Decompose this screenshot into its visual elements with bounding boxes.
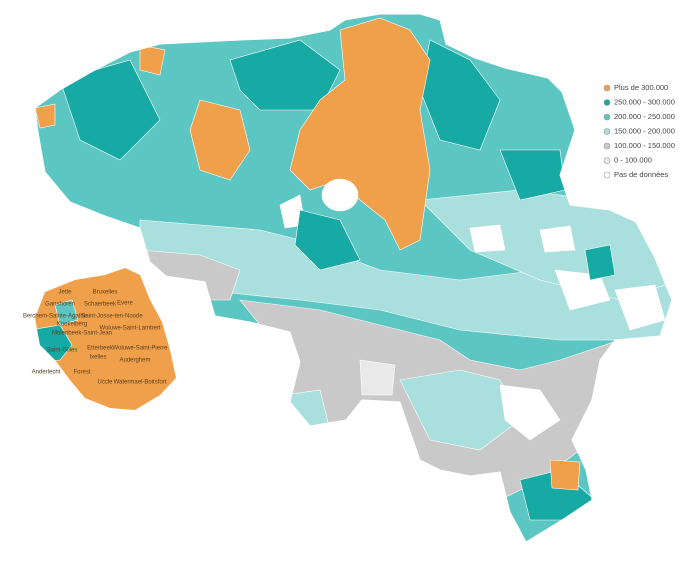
legend-label: 250.000 - 300.000 (614, 97, 675, 106)
legend-swatch (603, 113, 611, 121)
legend-label: Pas de données (614, 170, 668, 179)
region (54, 299, 79, 326)
legend: Plus de 300.000 250.000 - 300.000 200.000 … (603, 83, 675, 179)
commune-label: Evere (117, 301, 133, 307)
region (139, 44, 166, 76)
region (584, 244, 616, 281)
brussels-hole (321, 178, 359, 212)
region (59, 59, 161, 161)
commune-label: Forest (73, 370, 90, 376)
commune-label: Molenbeek-Saint-Jean (52, 331, 112, 337)
commune-label: Woluwe-Saint-Lambert (100, 326, 161, 332)
legend-swatch (603, 171, 611, 179)
region (499, 384, 561, 441)
region (549, 459, 581, 491)
commune-label: Etterbeek (87, 346, 114, 352)
commune-label: Saint-Josse-ten-Noode (81, 314, 143, 320)
commune-label: Jette (58, 290, 72, 296)
legend-swatch (603, 84, 611, 92)
commune-label: Ganshoren (45, 302, 75, 308)
legend-swatch (603, 99, 611, 106)
commune-label: Auderghem (119, 358, 150, 364)
commune-label: Ixelles (89, 355, 106, 361)
legend-label: 0 - 100.000 (614, 155, 652, 164)
region (289, 17, 431, 251)
region (35, 103, 56, 129)
commune-label: Watermael-Boitsfort (114, 380, 167, 386)
inset-labels: Jette Bruxelles Ganshoren Schaerbeek Evere Be… (23, 290, 168, 386)
legend-swatch (603, 142, 611, 150)
commune-label: Bruxelles (93, 290, 118, 296)
region (469, 224, 506, 253)
region (294, 209, 361, 271)
region (554, 269, 611, 311)
commune-label: Uccle (97, 380, 113, 386)
brussels-inset: Jette Bruxelles Ganshoren Schaerbeek Evere Be… (23, 268, 176, 410)
legend-label: 150.000 - 200.000 (614, 126, 675, 135)
commune-label: Saint-Gilles (47, 348, 78, 354)
commune-label: Woluwe-Saint-Pierre (113, 346, 169, 352)
commune-label: Berchem-Sainte-Agathe (23, 314, 88, 320)
legend-label: Plus de 300.000 (614, 83, 668, 92)
commune-label: Koekelberg (57, 322, 87, 328)
commune-label: Schaerbeek (84, 302, 117, 308)
legend-label: 200.000 - 250.000 (614, 112, 675, 121)
legend-swatch (603, 157, 611, 164)
commune-label: Anderlecht (32, 370, 61, 376)
region (539, 225, 576, 253)
legend-label: 100.000 - 150.000 (614, 141, 675, 150)
legend-swatch (603, 128, 611, 135)
region (189, 99, 251, 181)
region (359, 359, 396, 396)
